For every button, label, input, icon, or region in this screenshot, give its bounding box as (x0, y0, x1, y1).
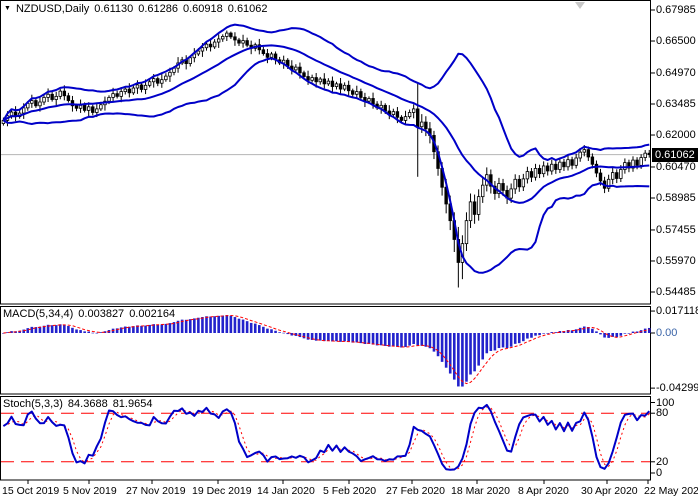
chart-title: ▼ NZDUSD,Daily 0.61130 0.61286 0.60918 0.6106… (4, 3, 268, 15)
price-tick-label: 0.63485 (656, 98, 696, 110)
price-tick-label: 0.55970 (656, 254, 696, 267)
stoch-signal-line (3, 406, 650, 471)
price-tick-label: 0.54485 (656, 286, 696, 298)
stoch-tick-label: 0 (656, 467, 663, 479)
stoch-label: Stoch(5,3,3) (3, 398, 63, 410)
price-tick-label: 0.60470 (656, 160, 696, 173)
macd-pane-frame (0, 306, 651, 395)
date-tick-label: 5 Feb 2020 (323, 485, 377, 497)
price-tick-label: 0.58985 (656, 192, 696, 204)
macd-main-value: 0.003827 (78, 308, 125, 320)
price-tick-label: 0.64970 (656, 66, 696, 79)
date-tick-label: 14 Jan 2020 (257, 485, 315, 497)
symbol-collapse-icon: ▼ (4, 5, 11, 12)
stoch-tick-label: 80 (656, 407, 669, 420)
stoch-tick-label: 100 (656, 396, 675, 409)
date-tick-label: 8 Apr 2020 (518, 485, 569, 497)
bollinger-lower-line (2, 57, 650, 274)
date-tick-label: 15 Oct 2019 (2, 485, 60, 497)
stoch-d-value: 81.9654 (112, 398, 153, 410)
stoch-k-value: 84.3688 (67, 398, 108, 410)
stoch-pane-frame (0, 396, 651, 481)
date-tick-label: 18 Mar 2020 (451, 485, 510, 497)
symbol-timeframe-label: NZDUSD,Daily (15, 3, 90, 15)
macd-histogram-layer (2, 315, 651, 387)
date-tick-label: 30 Apr 2020 (581, 485, 638, 497)
date-tick-label: 22 May 2020 (644, 485, 698, 497)
macd-tick-label: -0.042995 (656, 382, 698, 395)
ohlc-close-value: 0.61062 (227, 3, 268, 15)
stoch-main-line (2, 403, 651, 471)
macd-indicator-header: MACD(5,34,4) 0.003827 0.002164 (3, 308, 175, 320)
bollinger-bands-layer (2, 23, 650, 274)
macd-signal-value: 0.002164 (129, 308, 176, 320)
date-tick-label: 5 Nov 2019 (63, 485, 117, 497)
ohlc-high-value: 0.61286 (138, 3, 178, 15)
chart-shift-marker-icon[interactable] (575, 2, 585, 9)
date-tick-label: 19 Dec 2019 (192, 485, 252, 497)
macd-signal-line (3, 314, 650, 385)
price-tick-label: 0.67985 (656, 4, 696, 16)
bollinger-middle-line (2, 44, 650, 204)
macd-tick-label: 0.00 (656, 327, 678, 339)
price-tick-label: 0.62000 (656, 129, 696, 142)
ohlc-low-value: 0.60918 (183, 3, 223, 15)
date-tick-label: 27 Feb 2020 (386, 485, 445, 497)
main-pane-frame (0, 0, 651, 305)
price-tick-label: 0.66500 (656, 35, 696, 48)
macd-label: MACD(5,34,4) (3, 308, 74, 320)
ohlc-open-value: 0.61130 (94, 3, 134, 15)
price-tick-label: 0.57455 (656, 223, 696, 236)
stoch-tick-label: 20 (656, 455, 669, 468)
macd-tick-label: 0.017118 (656, 305, 698, 318)
bollinger-upper-line (2, 23, 650, 162)
stochastic-indicator-header: Stoch(5,3,3) 84.3688 81.9654 (3, 398, 152, 410)
date-tick-label: 27 Nov 2019 (126, 485, 186, 497)
bid-price-badge: 0.61062 (652, 148, 698, 162)
